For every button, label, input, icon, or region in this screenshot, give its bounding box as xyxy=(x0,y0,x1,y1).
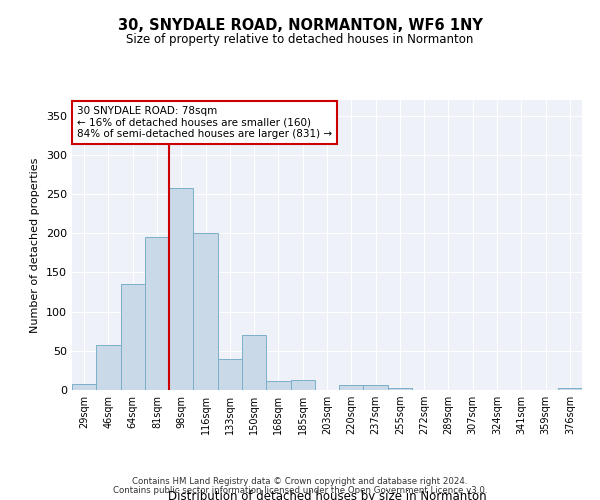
Bar xyxy=(169,188,193,390)
Y-axis label: Number of detached properties: Number of detached properties xyxy=(31,158,40,332)
Text: 30, SNYDALE ROAD, NORMANTON, WF6 1NY: 30, SNYDALE ROAD, NORMANTON, WF6 1NY xyxy=(118,18,482,32)
Bar xyxy=(558,388,582,390)
Bar xyxy=(72,384,96,390)
X-axis label: Distribution of detached houses by size in Normanton: Distribution of detached houses by size … xyxy=(167,490,487,500)
Bar xyxy=(193,233,218,390)
Bar xyxy=(290,380,315,390)
Bar xyxy=(339,386,364,390)
Bar xyxy=(218,358,242,390)
Bar xyxy=(145,237,169,390)
Text: 30 SNYDALE ROAD: 78sqm
← 16% of detached houses are smaller (160)
84% of semi-de: 30 SNYDALE ROAD: 78sqm ← 16% of detached… xyxy=(77,106,332,139)
Text: Contains HM Land Registry data © Crown copyright and database right 2024.: Contains HM Land Registry data © Crown c… xyxy=(132,478,468,486)
Text: Contains public sector information licensed under the Open Government Licence v3: Contains public sector information licen… xyxy=(113,486,487,495)
Text: Size of property relative to detached houses in Normanton: Size of property relative to detached ho… xyxy=(127,32,473,46)
Bar xyxy=(266,380,290,390)
Bar xyxy=(242,335,266,390)
Bar xyxy=(388,388,412,390)
Bar xyxy=(121,284,145,390)
Bar xyxy=(364,384,388,390)
Bar xyxy=(96,346,121,390)
